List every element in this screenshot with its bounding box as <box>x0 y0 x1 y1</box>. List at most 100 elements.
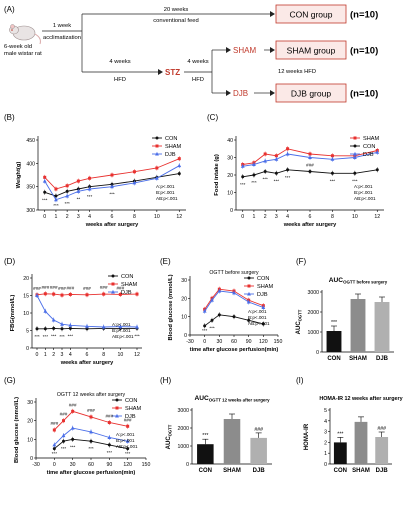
y-tick-label: 15 <box>23 294 29 300</box>
y-tick-label: 20 <box>27 419 33 425</box>
legend-label: CON <box>125 398 137 404</box>
rat-label-1: 6-week old <box>4 44 32 50</box>
x-tick-label: 30 <box>216 339 222 345</box>
significance-mark: *** <box>330 178 336 183</box>
x-tick-label: 0 <box>36 352 39 358</box>
x-tick-label: 6 <box>309 214 312 220</box>
bar-con <box>327 331 342 352</box>
y-tick-label: 40 <box>227 138 233 144</box>
significance-mark: *** <box>274 178 280 183</box>
y-tick-label: 0 <box>186 462 189 468</box>
x-tick-label: SHAM <box>352 468 370 474</box>
significance-mark: ### <box>377 426 386 432</box>
legend-marker <box>156 137 159 140</box>
panel-label-g: (G) <box>4 376 16 385</box>
stats-text: B:p<.001 <box>116 438 135 443</box>
data-point <box>309 170 312 173</box>
significance-mark: *** <box>53 203 59 208</box>
significance-mark: ### <box>66 285 74 290</box>
chart-title: OGTT 12 weeks after surgery <box>57 392 126 398</box>
x-tick-label: 120 <box>259 339 268 345</box>
significance-mark: *** <box>88 446 94 451</box>
data-point <box>155 167 158 170</box>
x-tick-label: 60 <box>231 339 237 345</box>
stats-text: B:p<.001 <box>112 328 131 333</box>
y-tick-label: 0 <box>316 350 319 356</box>
bar-sham <box>355 422 368 464</box>
significance-mark: *** <box>352 178 358 183</box>
significance-mark: ### <box>60 412 68 417</box>
hfd4a-label-2: HFD <box>114 77 126 83</box>
stats-text: AB:p<.001 <box>116 444 138 449</box>
y-tick-label: 300 <box>26 208 35 214</box>
y-tick-label: 5 <box>26 329 29 335</box>
data-point <box>66 184 69 187</box>
significance-mark: ### <box>306 163 314 168</box>
data-point <box>71 410 74 413</box>
stats-text: A:p<.001 <box>112 322 131 327</box>
y-tick-label: 350 <box>26 185 35 191</box>
stats-text: B:p<.001 <box>248 315 267 320</box>
stats-text: B:p<.001 <box>156 190 175 195</box>
y-axis-label: Weight(g) <box>16 162 22 189</box>
chart-title-sub: OGTT before surgery <box>343 280 388 285</box>
significance-mark: *** <box>240 182 246 187</box>
data-point <box>54 195 57 198</box>
x-tick-label: CON <box>199 468 212 474</box>
legend-marker <box>354 137 357 140</box>
con-group-label: CON group <box>290 10 333 20</box>
data-point <box>178 172 181 175</box>
data-point <box>111 174 114 177</box>
x-tick-label: DJB <box>253 468 266 474</box>
data-point <box>108 421 111 424</box>
data-point <box>71 438 74 441</box>
x-tick-label: 8 <box>133 214 136 220</box>
data-point <box>52 293 55 296</box>
x-tick-label: 120 <box>123 462 132 468</box>
y-tick-label: 1 <box>324 451 327 457</box>
stz-label: STZ <box>165 68 180 77</box>
stats-text: AB:p<.001 <box>354 196 376 201</box>
bar-djb <box>250 438 267 464</box>
stats-text: B:p<.001 <box>354 190 373 195</box>
x-axis-label: time after glucose perfusion(min) <box>47 470 136 476</box>
panel-label-f: (F) <box>296 257 307 266</box>
stats-text: A:p<.001 <box>116 432 135 437</box>
panel-label-h: (H) <box>160 376 171 385</box>
x-tick-label: 2 <box>66 214 69 220</box>
data-point <box>69 293 72 296</box>
significance-mark: *** <box>209 325 215 330</box>
x-tick-label: CON <box>334 468 347 474</box>
x-tick-label: 10 <box>352 214 358 220</box>
y-axis-label-sub: OGTT <box>298 309 303 321</box>
y-tick-label: 20 <box>23 276 29 282</box>
x-axis-label: time after glucose perfusion(min) <box>190 347 279 353</box>
x-tick-label: 150 <box>142 462 151 468</box>
x-tick-label: 2 <box>52 352 55 358</box>
x-tick-label: 1 <box>44 352 47 358</box>
significance-mark: *** <box>202 328 208 333</box>
djb-label: DJB <box>233 89 248 98</box>
significance-mark: ### <box>83 286 91 291</box>
data-point <box>61 327 64 330</box>
acclim-label-2: acclimatization <box>43 35 81 41</box>
x-tick-label: 10 <box>117 352 123 358</box>
y-tick-label: 3000 <box>177 408 189 414</box>
data-point <box>218 313 221 316</box>
djb-group-n: (n=10) <box>350 89 378 100</box>
bar-con <box>197 444 214 464</box>
y-axis-label: HOMA-IR <box>304 423 310 450</box>
djb-group-label: DJB group <box>291 89 331 99</box>
conv-label-2: conventional feed <box>153 18 198 24</box>
x-tick-label: 3 <box>275 214 278 220</box>
panel-label-d: (D) <box>4 257 15 266</box>
legend-label: CON <box>121 274 133 280</box>
y-tick-label: 10 <box>23 311 29 317</box>
legend-marker <box>248 285 251 288</box>
